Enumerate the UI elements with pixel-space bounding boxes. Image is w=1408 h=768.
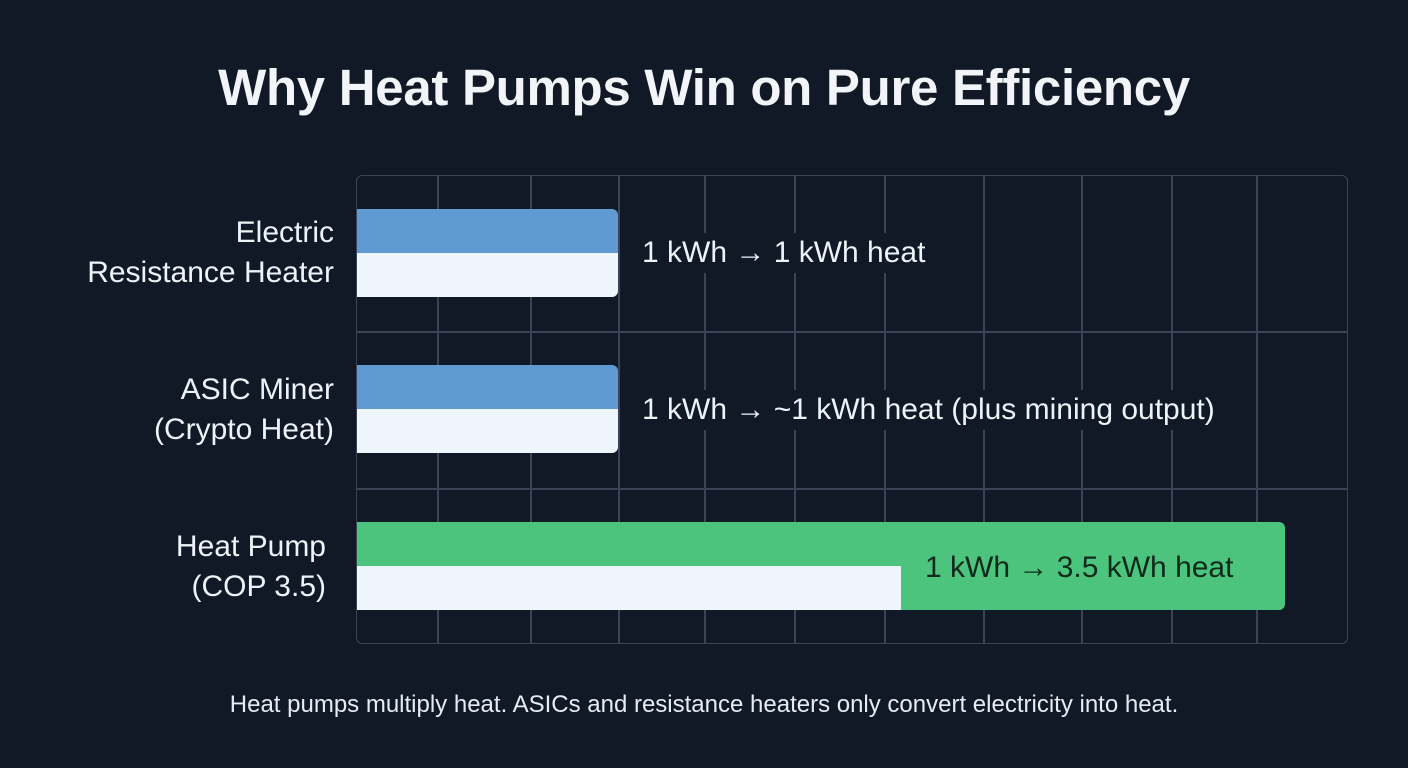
bar-asic-miner	[357, 365, 618, 453]
bar-heat-output-segment	[357, 209, 618, 253]
bar-electricity-input-segment	[357, 409, 618, 453]
bar-electricity-input-segment	[357, 253, 618, 297]
gridline-vertical	[618, 176, 620, 643]
bar-heat-output-segment	[357, 365, 618, 409]
category-label-heat-pump: Heat Pump (COP 3.5)	[175, 530, 326, 603]
gridline-horizontal	[357, 331, 1347, 333]
bar-electricity-input-segment	[357, 566, 901, 610]
annotation-electric-resistance: 1 kWh → 1 kWh heat	[638, 233, 930, 273]
bar-heat-pump: 1 kWh → 3.5 kWh heat	[357, 522, 1285, 610]
annotation-heat-pump: 1 kWh → 3.5 kWh heat	[925, 551, 1234, 584]
chart-title: Why Heat Pumps Win on Pure Efficiency	[218, 59, 1190, 116]
gridline-horizontal	[357, 488, 1347, 490]
gridline-vertical	[1256, 176, 1258, 643]
bar-electric-resistance	[357, 209, 618, 297]
annotation-asic-miner: 1 kWh → ~1 kWh heat (plus mining output)	[638, 390, 1219, 430]
chart-footnote: Heat pumps multiply heat. ASICs and resi…	[229, 691, 1179, 718]
category-label-electric-resistance: Electric Resistance Heater	[87, 216, 334, 289]
category-label-asic-miner: ASIC Miner (Crypto Heat)	[153, 373, 334, 446]
